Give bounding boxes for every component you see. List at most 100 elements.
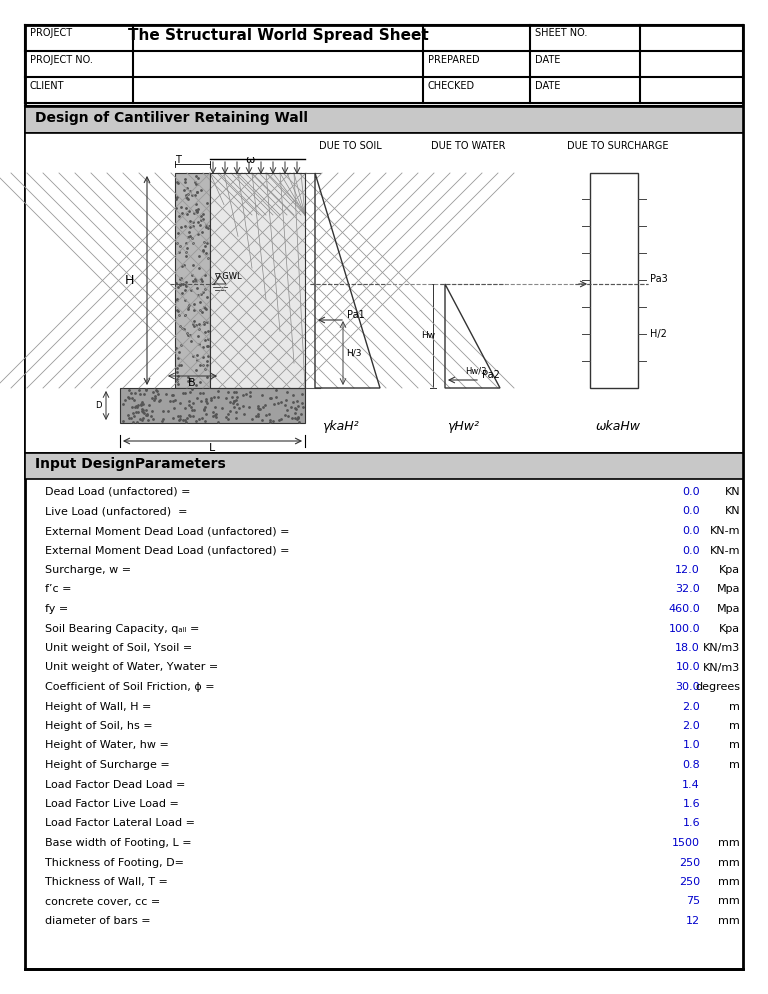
Text: Surcharge, w =: Surcharge, w = [45,565,131,575]
Text: fy =: fy = [45,604,68,614]
Text: 0.8: 0.8 [682,760,700,770]
Text: Unit weight of Water, Ywater =: Unit weight of Water, Ywater = [45,662,218,673]
Text: 250: 250 [679,858,700,868]
Text: Hw: Hw [421,332,435,341]
Text: KN: KN [724,507,740,517]
Text: Pa2: Pa2 [482,370,500,380]
Text: External Moment Dead Load (unfactored) =: External Moment Dead Load (unfactored) = [45,526,290,536]
Bar [590,173,638,388]
Text: ωkaHw: ωkaHw [595,420,641,433]
Text: m: m [729,741,740,750]
Text: 460.0: 460.0 [668,604,700,614]
Text: Pa1: Pa1 [347,310,365,320]
Text: L: L [209,443,215,453]
Bar [120,388,305,423]
Text: 18.0: 18.0 [675,643,700,653]
Text: Coefficient of Soil Friction, ϕ =: Coefficient of Soil Friction, ϕ = [45,682,214,692]
Text: 10.0: 10.0 [675,662,700,673]
Text: Kpa: Kpa [719,565,740,575]
Text: Mpa: Mpa [717,584,740,594]
Text: DUE TO WATER: DUE TO WATER [431,141,505,151]
Text: Load Factor Lateral Load =: Load Factor Lateral Load = [45,818,195,829]
Text: Load Factor Dead Load =: Load Factor Dead Load = [45,779,185,789]
Bar [25,107,743,133]
Text: KN/m3: KN/m3 [703,643,740,653]
Text: mm: mm [718,897,740,907]
Text: 0.0: 0.0 [683,526,700,536]
Text: H: H [124,273,134,286]
Text: Height of Wall, H =: Height of Wall, H = [45,702,151,712]
Text: KN-m: KN-m [710,526,740,536]
Text: 100.0: 100.0 [668,623,700,633]
Text: f’c =: f’c = [45,584,71,594]
Text: CHECKED: CHECKED [428,81,475,91]
Text: concrete cover, cc =: concrete cover, cc = [45,897,161,907]
Text: mm: mm [718,877,740,887]
Text: 12.0: 12.0 [675,565,700,575]
Text: 0.0: 0.0 [683,546,700,556]
Text: m: m [729,702,740,712]
Text: 75: 75 [686,897,700,907]
Text: Unit weight of Soil, Ysoil =: Unit weight of Soil, Ysoil = [45,643,192,653]
Text: DATE: DATE [535,81,561,91]
Text: 250: 250 [679,877,700,887]
Text: PROJECT: PROJECT [30,28,72,38]
Text: KN/m3: KN/m3 [703,662,740,673]
Bar [210,173,305,388]
Text: 1.6: 1.6 [683,818,700,829]
Text: Base width of Footing, L =: Base width of Footing, L = [45,838,192,848]
Text: m: m [729,760,740,770]
Text: Thickness of Footing, D=: Thickness of Footing, D= [45,858,184,868]
Text: ∇ GWL: ∇ GWL [214,272,242,281]
Text: degrees: degrees [695,682,740,692]
Text: DUE TO SOIL: DUE TO SOIL [319,141,382,151]
Text: Height of Soil, hs =: Height of Soil, hs = [45,721,153,731]
Text: ω: ω [245,155,255,165]
Text: DATE: DATE [535,55,561,65]
Text: T: T [175,155,181,165]
Text: m: m [729,721,740,731]
Text: 2.0: 2.0 [682,721,700,731]
Text: KN-m: KN-m [710,546,740,556]
Bar [25,453,743,479]
Text: mm: mm [718,916,740,926]
Text: Soil Bearing Capacity, qₐₗₗ =: Soil Bearing Capacity, qₐₗₗ = [45,623,200,633]
Text: 1.4: 1.4 [682,779,700,789]
Bar [175,173,210,388]
Text: Kpa: Kpa [719,623,740,633]
Text: D: D [95,401,102,410]
Text: Pa3: Pa3 [650,274,667,284]
Text: Mpa: Mpa [717,604,740,614]
Bar [25,133,743,453]
Text: γHw²: γHw² [447,420,479,433]
Text: B: B [188,378,196,388]
Text: 2.0: 2.0 [682,702,700,712]
Text: 1.0: 1.0 [683,741,700,750]
Text: 1500: 1500 [672,838,700,848]
Text: mm: mm [718,858,740,868]
Text: Live Load (unfactored)  =: Live Load (unfactored) = [45,507,187,517]
Text: The Structural World Spread Sheet: The Structural World Spread Sheet [127,28,429,43]
Text: Input DesignParameters: Input DesignParameters [35,457,226,471]
Text: Thickness of Wall, T =: Thickness of Wall, T = [45,877,168,887]
Text: 0.0: 0.0 [683,487,700,497]
Text: External Moment Dead Load (unfactored) =: External Moment Dead Load (unfactored) = [45,546,290,556]
Text: Height of Surcharge =: Height of Surcharge = [45,760,170,770]
Text: Dead Load (unfactored) =: Dead Load (unfactored) = [45,487,190,497]
Text: mm: mm [718,838,740,848]
Text: 30.0: 30.0 [675,682,700,692]
Text: PROJECT NO.: PROJECT NO. [30,55,93,65]
Text: DUE TO SURCHARGE: DUE TO SURCHARGE [568,141,669,151]
Text: Design of Cantiliver Retaining Wall: Design of Cantiliver Retaining Wall [35,111,308,125]
Text: H/2: H/2 [650,329,667,339]
Text: diameter of bars =: diameter of bars = [45,916,151,926]
Text: 32.0: 32.0 [675,584,700,594]
Text: Height of Water, hw =: Height of Water, hw = [45,741,169,750]
Text: Load Factor Live Load =: Load Factor Live Load = [45,799,179,809]
Text: γkaH²: γkaH² [322,420,359,433]
Text: CLIENT: CLIENT [30,81,65,91]
Text: H/3: H/3 [346,349,362,358]
Text: SHEET NO.: SHEET NO. [535,28,588,38]
Text: PREPARED: PREPARED [428,55,480,65]
Text: KN: KN [724,487,740,497]
